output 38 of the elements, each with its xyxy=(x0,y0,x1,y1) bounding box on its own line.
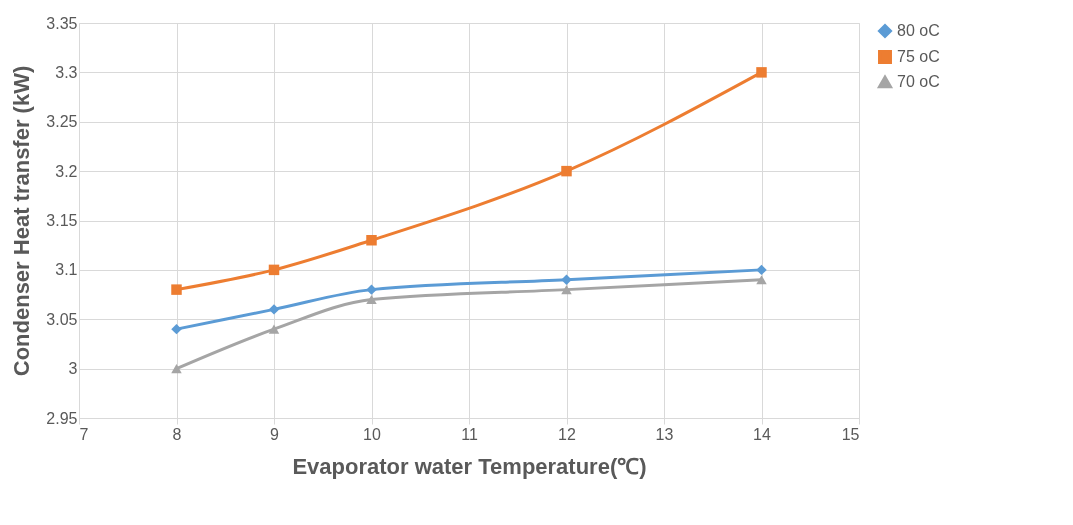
y-tick-label: 3.05 xyxy=(46,310,78,328)
point xyxy=(268,304,280,315)
point xyxy=(756,67,767,78)
point xyxy=(268,324,280,334)
point xyxy=(268,264,280,276)
y-tick-label: 3.25 xyxy=(46,113,78,131)
y-tick-label: 3.1 xyxy=(55,261,78,279)
x-tick-label: 9 xyxy=(270,425,280,443)
point xyxy=(561,274,572,285)
legend-label: 75 oC xyxy=(897,48,940,65)
y-tick-label: 3.3 xyxy=(55,63,78,81)
point xyxy=(756,275,767,285)
point xyxy=(366,235,377,246)
x-tick-label: 11 xyxy=(461,425,478,443)
x-axis-title: Evaporator water Temperature(℃) xyxy=(292,453,647,479)
y-tick-label: 3.2 xyxy=(55,162,78,180)
point xyxy=(171,323,182,335)
y-tick-label: 3.35 xyxy=(46,14,78,32)
x-tick-label: 8 xyxy=(172,425,182,443)
x-tick-label: 13 xyxy=(655,425,674,443)
y-tick-label: 3.15 xyxy=(46,212,78,229)
x-tick-label: 15 xyxy=(841,425,860,443)
point xyxy=(171,284,182,295)
legend-label: 80 oC xyxy=(897,22,940,39)
point xyxy=(171,364,182,374)
y-tick-label: 2.95 xyxy=(46,409,78,427)
y-tick-label: 3 xyxy=(68,360,78,378)
x-tick-label: 10 xyxy=(363,425,381,443)
x-tick-label: 12 xyxy=(558,425,576,443)
y-axis-title: Condenser Heat transfer (kW) xyxy=(9,65,35,377)
point xyxy=(561,285,572,295)
legend-label: 70 oC xyxy=(897,73,940,90)
point xyxy=(366,294,377,305)
point xyxy=(366,284,377,295)
x-tick-label: 7 xyxy=(79,425,89,443)
x-tick-label: 14 xyxy=(753,425,771,443)
point xyxy=(561,165,572,177)
point xyxy=(756,264,767,276)
